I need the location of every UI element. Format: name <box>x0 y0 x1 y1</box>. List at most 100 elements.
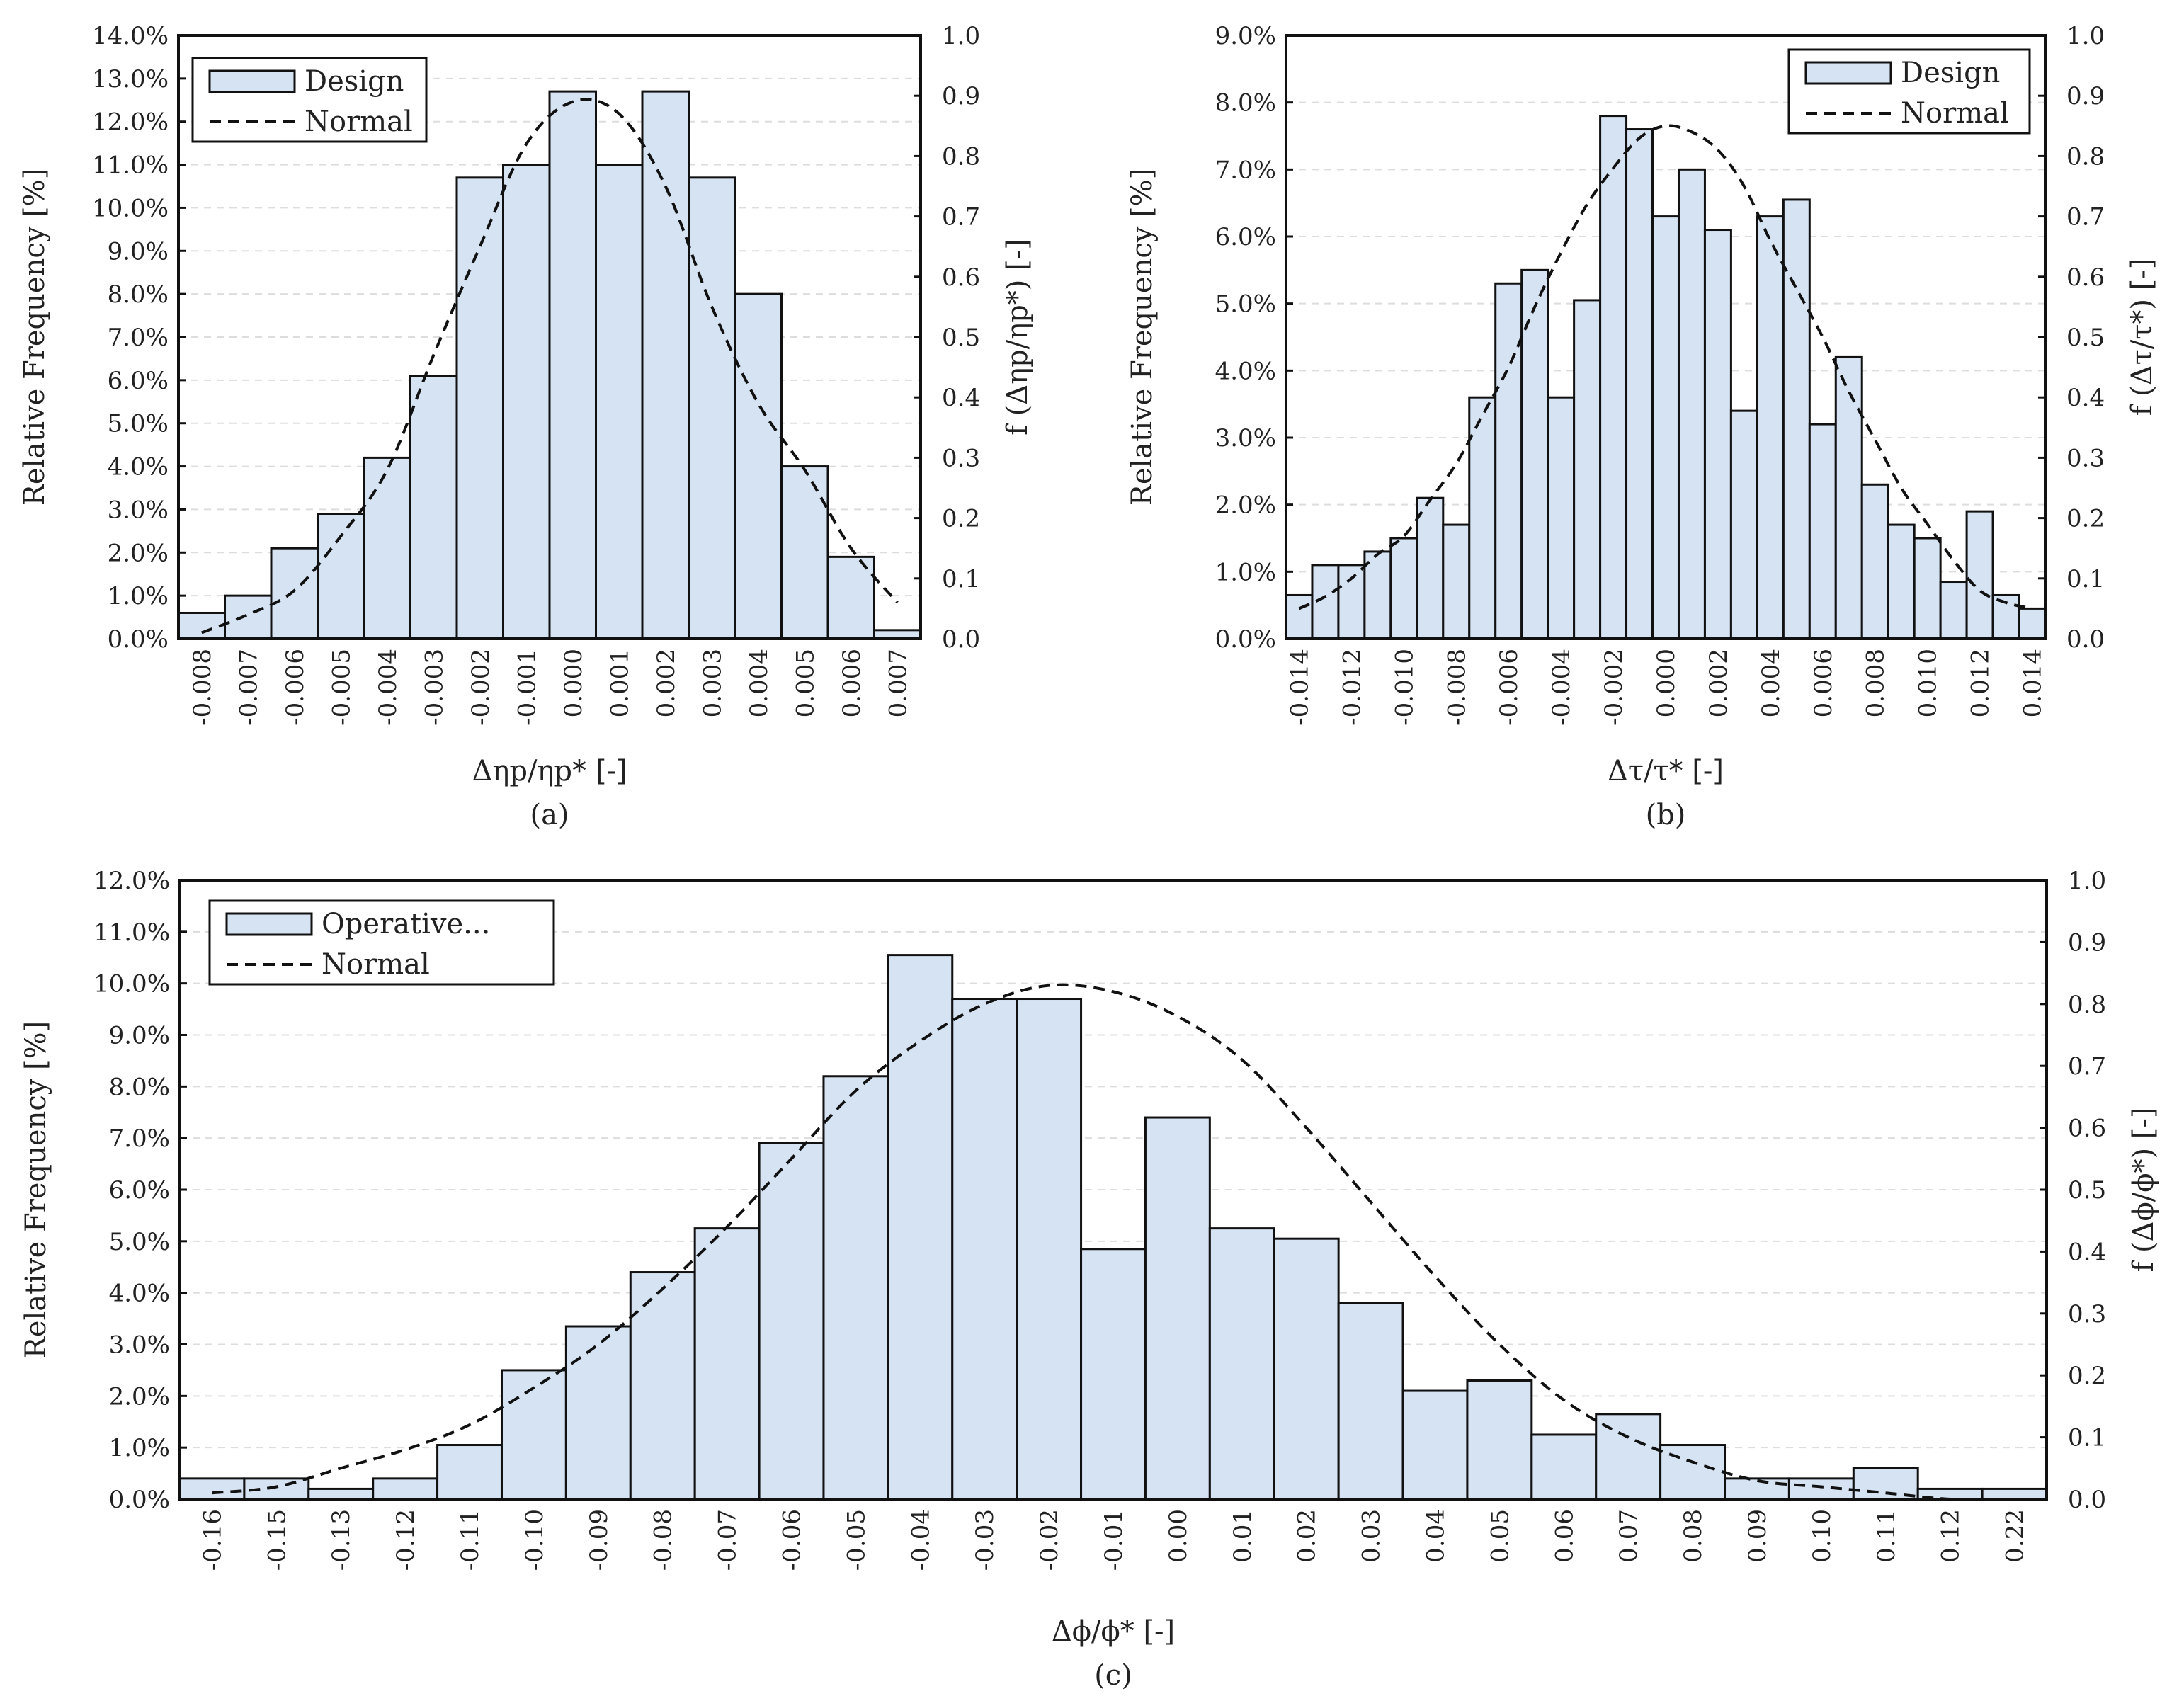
chart-c-x-tick-label: 0.06 <box>1550 1509 1579 1563</box>
chart-a-y-tick-label: 0.0% <box>108 625 169 654</box>
chart-c-y2-tick-label: 0.0 <box>2068 1486 2106 1514</box>
chart-c-bar <box>1337 1302 1404 1501</box>
chart-c-x-axis-label: Δϕ/ϕ* [-] <box>1052 1615 1175 1648</box>
chart-a-y-tick-label: 6.0% <box>108 367 169 395</box>
chart-b-bar <box>1677 168 1706 640</box>
chart-c-y2-tick-label: 0.7 <box>2068 1052 2106 1081</box>
chart-c-x-tick-label: -0.10 <box>521 1509 549 1571</box>
chart-c-bar <box>887 954 954 1501</box>
chart-a-bar <box>734 292 783 640</box>
chart-a-y-tick-label: 8.0% <box>108 280 169 309</box>
chart-b-bar <box>1965 510 1994 640</box>
chart-a-bar <box>455 176 504 640</box>
chart-b-legend-label-normal: Normal <box>1901 97 2009 130</box>
chart-c-bar <box>1724 1477 1790 1501</box>
chart-b-y-axis-label: Relative Frequency [%] <box>1126 169 1159 506</box>
chart-b-y2-tick-label: 0.3 <box>2066 444 2105 472</box>
chart-a-bar <box>548 90 597 640</box>
chart-c-x-tick-label: -0.12 <box>392 1509 420 1571</box>
chart-a-y-tick-label: 7.0% <box>108 324 169 352</box>
chart-a-bar <box>363 456 411 640</box>
chart-b-bar <box>1834 355 1863 640</box>
chart-c-bar <box>693 1227 761 1501</box>
chart-a-y2-tick-label: 0.0 <box>942 625 980 654</box>
chart-b-x-tick-label: 0.008 <box>1862 649 1890 717</box>
chart-a-y-tick-label: 4.0% <box>108 453 169 482</box>
chart-a-y-tick-label: 5.0% <box>108 410 169 438</box>
chart-b: 0.0% 1.0% 2.0% 3.0% 4.0% 5.0% 6.0% 7.0% 8.0% 9.0%… <box>1126 22 2159 831</box>
chart-b-x-tick-label: -0.006 <box>1495 649 1523 726</box>
chart-c-y2-tick-label: 0.4 <box>2068 1238 2106 1266</box>
chart-b-y2-tick-label: 0.1 <box>2066 565 2105 593</box>
chart-c-y-tick-label: 12.0% <box>93 867 170 895</box>
chart-c-x-tick-label: 0.22 <box>2001 1509 2030 1563</box>
chart-c-x-tick-label: 0.09 <box>1744 1509 1772 1563</box>
chart-c-y2-tick-label: 0.3 <box>2068 1300 2106 1328</box>
chart-c: 0.0% 1.0% 2.0% 3.0% 4.0% 5.0% 6.0% 7.0% 8.0% 9.0%… <box>20 867 2160 1692</box>
chart-b-x-tick-label: 0.010 <box>1914 649 1943 717</box>
chart-b-bar <box>1913 537 1942 640</box>
chart-a-bar <box>826 555 875 640</box>
chart-c-x-tick-label: -0.16 <box>198 1509 227 1571</box>
chart-c-x-tick-label: -0.09 <box>585 1509 613 1571</box>
chart-a-y-tick-label: 10.0% <box>92 194 169 222</box>
chart-b-bar <box>1887 523 1916 640</box>
chart-b-x-tick-label: 0.014 <box>2019 649 2047 717</box>
chart-b-y-tick-label: 5.0% <box>1215 290 1276 319</box>
chart-a-y-tick-label: 11.0% <box>92 152 169 180</box>
chart-b-bar <box>1311 564 1340 640</box>
chart-a-bar <box>595 164 644 640</box>
chart-a-legend-label-normal: Normal <box>305 106 413 138</box>
chart-c-x-tick-label: 0.02 <box>1293 1509 1321 1563</box>
chart-c-bar <box>178 1477 246 1501</box>
chart-b-bar <box>1389 537 1418 640</box>
chart-c-x-tick-label: -0.11 <box>456 1509 484 1571</box>
chart-c-bar <box>1144 1116 1211 1501</box>
chart-a-y-tick-label: 1.0% <box>108 582 169 610</box>
chart-b-x-tick-label: 0.000 <box>1652 649 1680 717</box>
chart-b-x-tick-label: -0.004 <box>1547 649 1576 726</box>
chart-c-y-tick-label: 11.0% <box>93 918 170 947</box>
chart-c-y2-tick-label: 1.0 <box>2068 867 2106 895</box>
chart-c-x-tick-label: 0.12 <box>1937 1509 1965 1563</box>
chart-c-bar <box>1080 1248 1147 1501</box>
chart-b-bar <box>1468 396 1497 640</box>
chart-a-y2-tick-label: 0.1 <box>942 565 980 593</box>
chart-b-x-tick-label: 0.012 <box>1967 649 1995 717</box>
chart-c-x-tick-label: -0.04 <box>906 1509 935 1571</box>
chart-c-x-tick-label: 0.01 <box>1229 1509 1257 1563</box>
chart-c-y-tick-label: 9.0% <box>109 1022 170 1050</box>
chart-b-y-tick-label: 7.0% <box>1215 156 1276 184</box>
chart-c-x-tick-label: 0.10 <box>1808 1509 1836 1563</box>
chart-b-bar <box>1991 593 2020 640</box>
chart-b-x-tick-label: -0.010 <box>1390 649 1418 726</box>
chart-b-bar <box>1520 268 1549 640</box>
chart-b-bar <box>1939 581 1968 640</box>
chart-b-y2-tick-label: 0.0 <box>2066 625 2105 654</box>
chart-c-x-tick-label: 0.00 <box>1164 1509 1193 1563</box>
chart-c-bar <box>1401 1389 1469 1501</box>
chart-b-y-tick-label: 6.0% <box>1215 223 1276 251</box>
chart-a-y2-tick-label: 0.2 <box>942 505 980 533</box>
chart-a-bar <box>317 513 365 640</box>
chart-b-y2-axis-label: f (Δτ/τ*) [-] <box>2126 258 2159 416</box>
chart-a-bar <box>502 164 551 640</box>
chart-b-bar <box>1625 128 1654 640</box>
chart-b-y-tick-label: 4.0% <box>1215 357 1276 385</box>
chart-b-legend: Design Normal <box>1787 48 2031 135</box>
chart-c-bar <box>1273 1237 1340 1501</box>
chart-c-y-tick-label: 2.0% <box>109 1382 170 1411</box>
chart-a-x-tick-label: -0.001 <box>513 649 541 726</box>
chart-a-bar <box>641 90 690 640</box>
chart-c-legend-label-normal: Normal <box>322 948 430 981</box>
chart-c-bar <box>1530 1433 1598 1501</box>
chart-a-y2-axis-label: f (Δηp/ηp*) [-] <box>1001 239 1034 436</box>
chart-b-bar <box>1703 229 1732 640</box>
chart-c-y-tick-label: 8.0% <box>109 1073 170 1101</box>
chart-a-y2-tick-label: 0.9 <box>942 82 980 110</box>
chart-a-y-tick-label: 3.0% <box>108 496 169 524</box>
chart-a: 0.0% 1.0% 2.0% 3.0% 4.0% 5.0% 6.0% 7.0% 8.0% 9.0%… <box>18 22 1034 831</box>
chart-b-bar <box>1547 396 1576 640</box>
chart-a-x-tick-label: 0.000 <box>559 649 588 717</box>
chart-b-y-tick-label: 3.0% <box>1215 424 1276 453</box>
